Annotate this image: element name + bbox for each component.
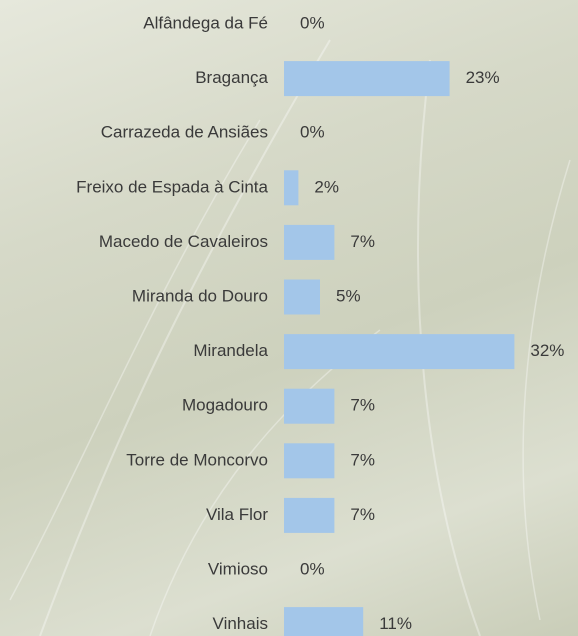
category-label: Miranda do Douro bbox=[132, 286, 268, 305]
value-label: 23% bbox=[466, 68, 500, 87]
category-label: Vinhais bbox=[213, 614, 268, 633]
value-label: 7% bbox=[350, 232, 375, 251]
category-label: Carrazeda de Ansiães bbox=[101, 123, 268, 142]
category-label: Freixo de Espada à Cinta bbox=[76, 177, 268, 196]
category-label: Bragança bbox=[195, 68, 268, 87]
bar bbox=[284, 607, 363, 636]
bar bbox=[284, 225, 334, 260]
category-label: Torre de Moncorvo bbox=[126, 450, 268, 469]
bar bbox=[284, 170, 298, 205]
value-label: 0% bbox=[300, 13, 325, 32]
category-label: Vimioso bbox=[208, 559, 268, 578]
value-label: 0% bbox=[300, 123, 325, 142]
bar bbox=[284, 61, 450, 96]
value-label: 7% bbox=[350, 396, 375, 415]
value-label: 5% bbox=[336, 286, 361, 305]
category-label: Mirandela bbox=[193, 341, 268, 360]
value-label: 7% bbox=[350, 505, 375, 524]
category-label: Macedo de Cavaleiros bbox=[99, 232, 268, 251]
bar bbox=[284, 334, 514, 369]
value-label: 7% bbox=[350, 450, 375, 469]
value-label: 32% bbox=[530, 341, 564, 360]
bar bbox=[284, 280, 320, 315]
value-label: 11% bbox=[379, 614, 412, 633]
value-label: 0% bbox=[300, 559, 325, 578]
bar bbox=[284, 443, 334, 478]
page: Alfândega da Fé 0% Bragança 23% Carrazeda de… bbox=[0, 0, 578, 636]
chart: Alfândega da Fé 0% Bragança 23% Carrazeda de… bbox=[0, 0, 578, 636]
bar bbox=[284, 498, 334, 533]
value-label: 2% bbox=[314, 177, 339, 196]
category-label: Mogadouro bbox=[182, 396, 268, 415]
category-label: Vila Flor bbox=[206, 505, 268, 524]
bar bbox=[284, 389, 334, 424]
category-label: Alfândega da Fé bbox=[143, 13, 268, 32]
